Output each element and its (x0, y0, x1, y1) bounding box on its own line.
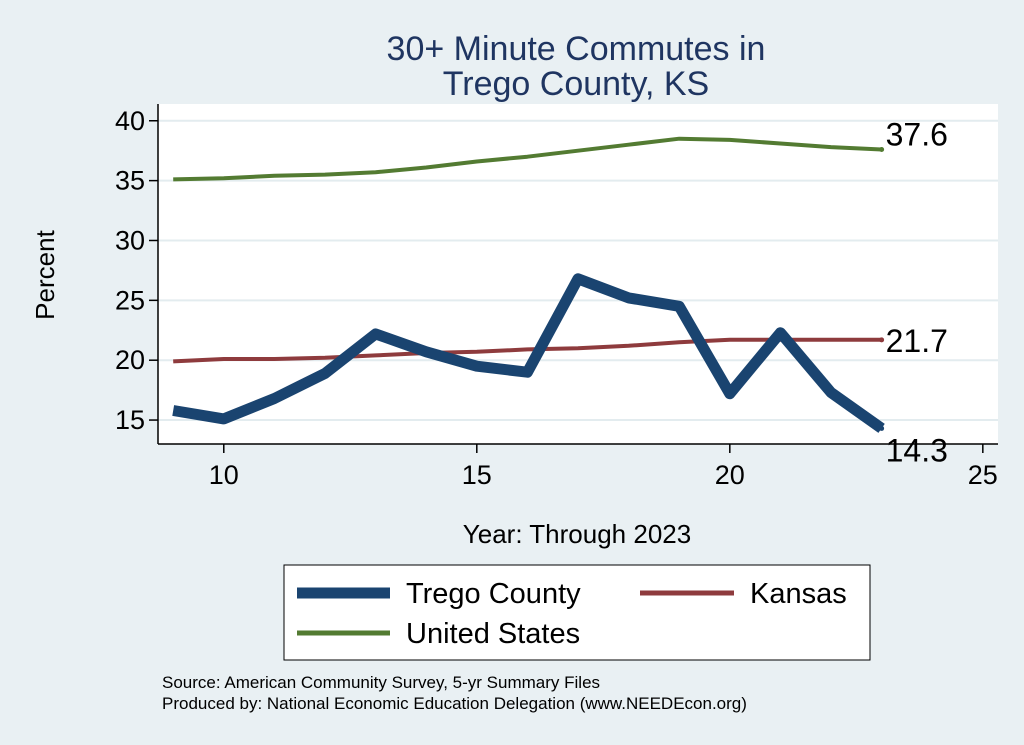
end-labels: 14.3 21.7 37.6 (886, 116, 948, 468)
legend-label-trego-county: Trego County (406, 578, 581, 610)
axes: 15 20 25 30 35 40 10 15 20 25 (115, 104, 998, 490)
series-end-marker-united-states (879, 146, 885, 152)
legend-box (283, 564, 871, 661)
y-tick-label-15: 15 (115, 405, 145, 435)
y-axis-title: Percent (30, 229, 60, 319)
y-tick-label-30: 30 (115, 225, 145, 255)
chart-title-line-2: Trego County, KS (443, 65, 709, 103)
chart-title-line-1: 30+ Minute Commutes in (387, 30, 766, 68)
x-tick-label-25: 25 (968, 460, 998, 490)
series-line-united-states (173, 136, 882, 182)
y-tick-label-20: 20 (115, 345, 145, 375)
x-tick-label-20: 20 (715, 460, 745, 490)
y-tick-label-35: 35 (115, 166, 145, 196)
series-line-kansas (173, 337, 882, 364)
series-end-marker-trego-county (879, 425, 885, 431)
produced-by-note: Produced by: National Economic Education… (162, 694, 747, 713)
end-label-trego-county: 14.3 (886, 432, 948, 468)
end-label-kansas: 21.7 (886, 323, 948, 359)
x-axis-title: Year: Through 2023 (463, 519, 691, 549)
legend-label-united-states: United States (406, 618, 580, 650)
y-tick-label-25: 25 (115, 285, 145, 315)
y-tick-label-40: 40 (115, 106, 145, 136)
series-line-trego-county (172, 273, 885, 433)
legend: Trego County Kansas United States (283, 564, 871, 661)
end-label-united-states: 37.6 (886, 116, 948, 152)
legend-label-kansas: Kansas (750, 578, 847, 610)
series-end-marker-kansas (879, 337, 885, 343)
source-note: Source: American Community Survey, 5-yr … (162, 673, 600, 692)
x-tick-label-15: 15 (462, 460, 492, 490)
x-tick-label-10: 10 (209, 460, 239, 490)
series-lines (172, 136, 885, 433)
